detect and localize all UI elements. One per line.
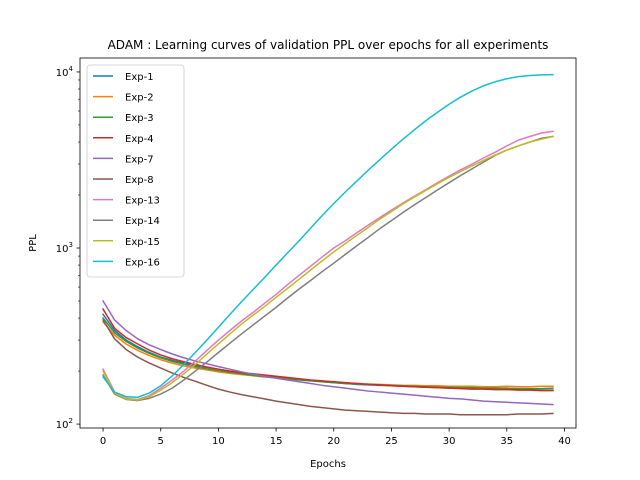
x-tick-label: 40: [558, 436, 571, 447]
x-tick-label: 5: [158, 436, 164, 447]
plot-frame: [79, 57, 577, 429]
legend-label: Exp-13: [125, 196, 160, 207]
legend-label: Exp-16: [125, 257, 160, 268]
x-tick-label: 0: [100, 436, 106, 447]
legend-label: Exp-4: [125, 134, 154, 145]
legend-box: [86, 64, 185, 278]
legend-label: Exp-15: [125, 237, 160, 248]
y-tick-label: 104: [56, 65, 74, 79]
legend-label: Exp-8: [125, 175, 154, 186]
legend-label: Exp-2: [125, 93, 154, 104]
series-line-exp-1: [102, 313, 554, 391]
x-tick-label: 25: [385, 436, 398, 447]
x-axis: 0 5 10 15 20 25 30 35 40: [100, 428, 571, 447]
series-line-exp-3: [102, 317, 554, 390]
x-axis-label: Epochs: [310, 459, 346, 470]
legend-label: Exp-3: [125, 113, 154, 124]
series-line-exp-14: [102, 135, 554, 402]
legend-label: Exp-14: [125, 216, 160, 227]
series-line-exp-16: [102, 73, 554, 399]
series-line-exp-4: [102, 308, 554, 392]
x-tick-label: 20: [327, 436, 340, 447]
series-line-exp-7: [102, 299, 554, 406]
chart-title: ADAM : Learning curves of validation PPL…: [108, 38, 549, 52]
legend-label: Exp-1: [125, 72, 154, 83]
series-line-exp-15: [102, 135, 554, 401]
x-tick-label: 30: [443, 436, 456, 447]
x-tick-label: 10: [212, 436, 225, 447]
series-layer: [102, 73, 554, 416]
x-tick-label: 35: [500, 436, 513, 447]
legend-label: Exp-7: [125, 154, 154, 165]
y-axis: 102 103 104: [56, 65, 80, 431]
x-tick-label: 15: [270, 436, 283, 447]
y-axis-label: PPL: [28, 234, 39, 252]
legend: Exp-1 Exp-2 Exp-3 Exp-4 Exp-7 Exp-8 Exp-13 Exp-…: [86, 64, 185, 278]
series-line-exp-13: [102, 130, 554, 401]
y-tick-label: 103: [56, 241, 73, 255]
y-tick-label: 102: [56, 417, 73, 431]
